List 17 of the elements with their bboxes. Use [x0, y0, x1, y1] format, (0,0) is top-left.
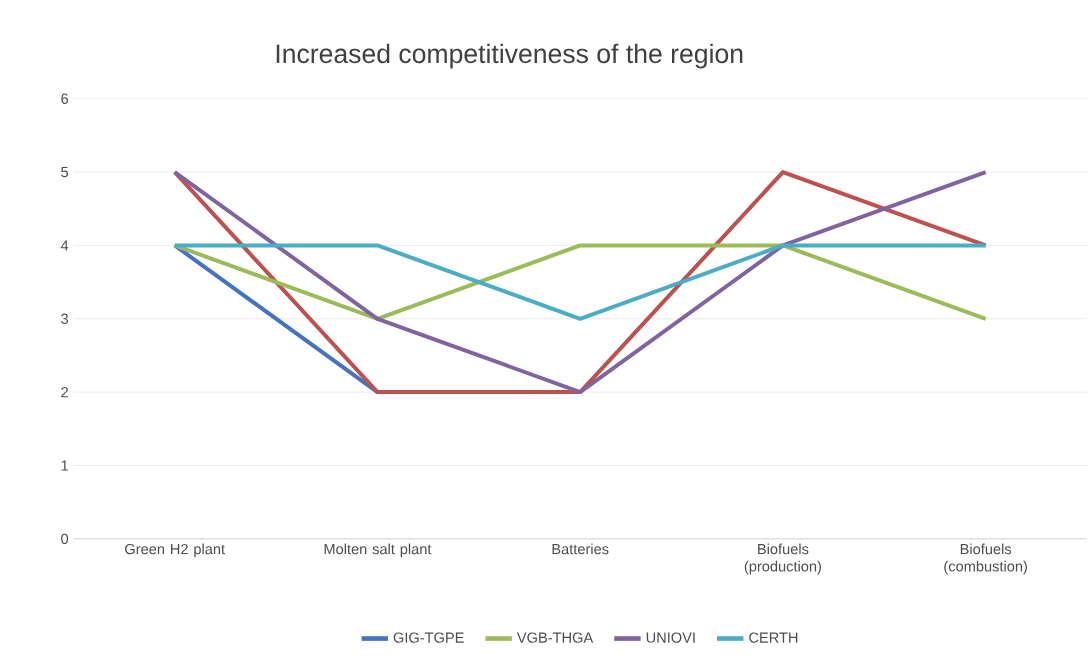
chart-title: Increased competitiveness of the region	[276, 43, 743, 69]
y-tick-label: 6	[61, 93, 69, 105]
y-tick-label: 3	[61, 313, 69, 325]
y-tick-label: 1	[61, 460, 68, 471]
x-tick-label: Molten salt plant	[324, 543, 432, 558]
y-tick-label: 4	[60, 240, 69, 251]
legend-label: UNIOVI	[646, 632, 695, 644]
x-tick-label: Green H2 plant	[125, 543, 225, 558]
x-tick-label: Biofuels (production)	[744, 543, 821, 575]
x-tick-label: Biofuels (combustion)	[944, 543, 1027, 575]
y-tick-label: 0	[61, 533, 69, 545]
legend-label: VGB-THGA	[516, 632, 594, 644]
y-tick-label: 5	[61, 167, 69, 178]
y-tick-label: 2	[61, 387, 68, 398]
legend-label: GIG-TGPE	[393, 632, 464, 644]
legend-label: CERTH	[749, 632, 798, 644]
x-tick-label: Batteries	[552, 543, 609, 555]
